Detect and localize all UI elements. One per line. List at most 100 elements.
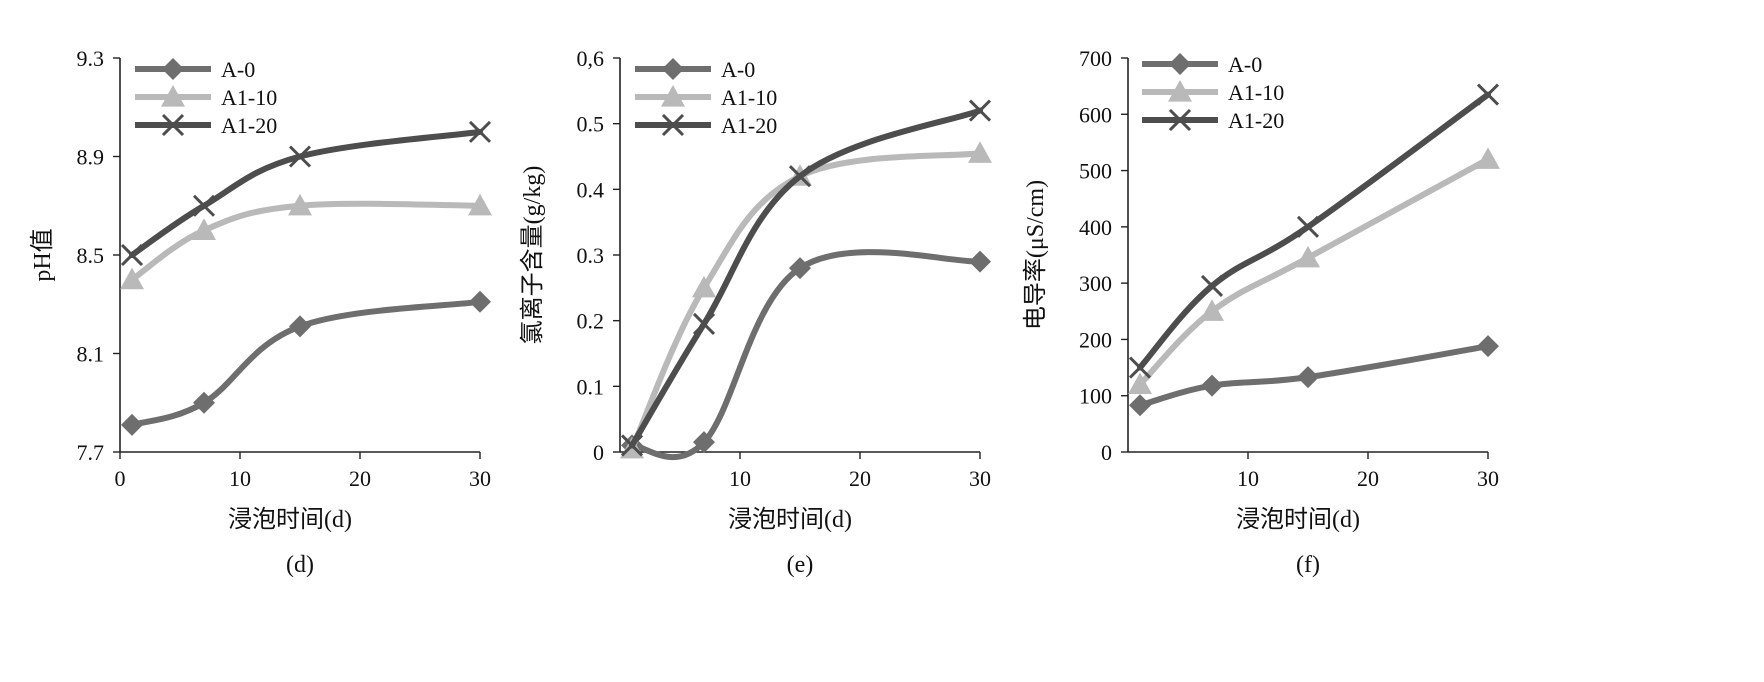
data-point bbox=[468, 120, 492, 143]
y-tick-label: 600 bbox=[1079, 102, 1112, 127]
data-point bbox=[1200, 274, 1224, 298]
series-A1-10 bbox=[620, 141, 992, 459]
series-A1-10 bbox=[1128, 147, 1500, 395]
y-tick-label: 200 bbox=[1079, 327, 1112, 352]
y-axis-label: 氯离子含量(g/kg) bbox=[519, 166, 546, 345]
data-point bbox=[969, 250, 991, 273]
series-line bbox=[129, 298, 483, 428]
y-tick-label: 0.1 bbox=[577, 374, 605, 399]
x-tick-label: 20 bbox=[849, 466, 871, 491]
data-point bbox=[1128, 356, 1152, 379]
x-axis-label: 浸泡时间(d) bbox=[728, 506, 852, 533]
legend: A-0 A1-10 A1-20 bbox=[135, 57, 277, 138]
data-point bbox=[789, 257, 811, 280]
series-A1-20 bbox=[1128, 83, 1500, 379]
series-A-0 bbox=[621, 249, 991, 460]
legend-label: A1-10 bbox=[1228, 80, 1284, 105]
data-point bbox=[288, 145, 312, 168]
y-axis-label: 电导率(μS/cm) bbox=[1022, 180, 1049, 330]
panel-e: 0 0.1 0.2 0.3 0.4 0.5 0,6 10 20 30 浸泡时间(d) 氯离子含量(g/… bbox=[519, 46, 992, 578]
data-point bbox=[1201, 374, 1223, 397]
data-point bbox=[288, 193, 312, 216]
data-point bbox=[968, 141, 992, 163]
legend-marker bbox=[161, 113, 185, 137]
series-line bbox=[1137, 156, 1491, 388]
legend-label: A1-20 bbox=[1228, 108, 1284, 133]
legend-label: A-0 bbox=[721, 57, 755, 82]
x-tick-label: 10 bbox=[1237, 466, 1259, 491]
data-point bbox=[692, 275, 716, 298]
data-point bbox=[289, 315, 311, 338]
series-line bbox=[1137, 343, 1491, 409]
y-tick-label: 0 bbox=[1101, 440, 1112, 465]
data-point bbox=[1476, 83, 1500, 106]
legend: A-0 A1-10 A1-20 bbox=[635, 57, 777, 138]
data-point bbox=[693, 431, 715, 454]
panel-f: 0 100 200 300 400 500 600 700 10 20 30 浸泡时间(d) 电导率(μ… bbox=[1022, 46, 1500, 578]
y-tick-label: 100 bbox=[1079, 384, 1112, 409]
x-axis-label: 浸泡时间(d) bbox=[228, 506, 352, 533]
x-axis-label: 浸泡时间(d) bbox=[1236, 506, 1360, 533]
y-tick-label: 0.3 bbox=[577, 243, 605, 268]
x-tick-label: 30 bbox=[1477, 466, 1499, 491]
y-tick-label: 700 bbox=[1079, 46, 1112, 71]
data-point bbox=[468, 193, 492, 216]
data-point bbox=[193, 391, 215, 414]
y-tick-label: 0.2 bbox=[577, 309, 605, 334]
y-tick-label: 0 bbox=[593, 440, 604, 465]
data-point bbox=[788, 165, 812, 188]
data-point bbox=[192, 194, 216, 217]
y-tick-label: 500 bbox=[1079, 159, 1112, 184]
legend-marker bbox=[661, 113, 685, 137]
series-A1-20 bbox=[620, 99, 992, 457]
y-tick-label: 0,6 bbox=[577, 46, 605, 71]
y-tick-label: 8.1 bbox=[77, 342, 105, 367]
x-tick-label: 0 bbox=[115, 466, 126, 491]
series-A-0 bbox=[1129, 335, 1499, 417]
series-line bbox=[129, 200, 483, 283]
legend-label: A1-20 bbox=[221, 113, 277, 138]
y-tick-label: 400 bbox=[1079, 215, 1112, 240]
data-point bbox=[1297, 366, 1319, 389]
data-point bbox=[1476, 147, 1500, 169]
data-point bbox=[120, 267, 144, 290]
data-point bbox=[1200, 299, 1224, 321]
data-point bbox=[120, 243, 144, 267]
data-point bbox=[620, 434, 644, 457]
panel-subtitle: (d) bbox=[286, 552, 314, 578]
series-line bbox=[129, 128, 483, 258]
data-point bbox=[192, 218, 216, 240]
legend-label: A1-20 bbox=[721, 113, 777, 138]
legend-label: A-0 bbox=[221, 57, 255, 82]
legend-marker bbox=[162, 58, 184, 80]
y-tick-label: 0.4 bbox=[577, 177, 605, 202]
y-axis-label: pH值 bbox=[29, 228, 56, 281]
y-tick-label: 300 bbox=[1079, 271, 1112, 296]
panel-subtitle: (e) bbox=[787, 552, 814, 578]
series-line bbox=[629, 107, 983, 449]
data-point bbox=[1296, 215, 1320, 238]
legend-marker bbox=[662, 58, 684, 80]
panel-subtitle: (f) bbox=[1296, 552, 1320, 578]
data-point bbox=[1477, 335, 1499, 358]
y-tick-label: 0.5 bbox=[577, 112, 605, 137]
legend-label: A1-10 bbox=[721, 85, 777, 110]
y-tick-label: 7.7 bbox=[77, 440, 105, 465]
series-A1-10 bbox=[120, 193, 492, 290]
series-line bbox=[1137, 91, 1491, 371]
data-point bbox=[1128, 372, 1152, 395]
legend-label: A1-10 bbox=[221, 85, 277, 110]
data-point bbox=[1296, 245, 1320, 268]
legend-marker bbox=[661, 85, 685, 107]
y-tick-label: 8.5 bbox=[77, 243, 105, 268]
x-tick-label: 10 bbox=[729, 466, 751, 491]
legend-marker bbox=[1169, 53, 1191, 75]
legend-marker bbox=[1168, 80, 1192, 102]
legend-marker bbox=[1168, 108, 1192, 132]
x-tick-label: 20 bbox=[1357, 466, 1379, 491]
legend-marker bbox=[161, 85, 185, 107]
y-tick-label: 8.9 bbox=[77, 145, 105, 170]
series-A1-20 bbox=[120, 120, 492, 267]
